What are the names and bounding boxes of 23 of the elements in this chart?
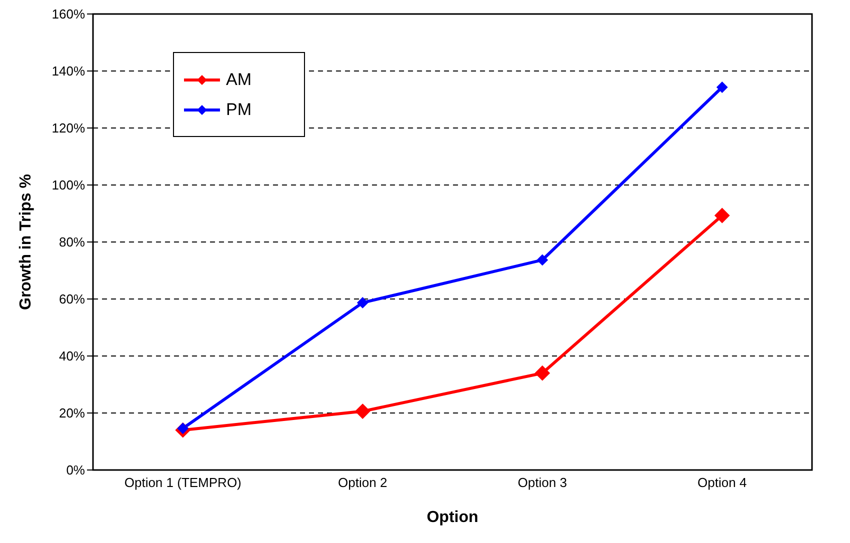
legend-label: AM	[226, 70, 252, 90]
point	[536, 254, 548, 266]
y-tick-label: 160%	[52, 6, 86, 22]
point	[714, 208, 730, 223]
point	[357, 297, 368, 308]
x-tick-label: Option 4	[698, 475, 747, 490]
x-tick-label: Option 2	[338, 475, 388, 490]
y-tick-label: 140%	[52, 64, 86, 79]
y-tick-label: 100%	[52, 178, 86, 193]
point	[534, 366, 550, 381]
point	[716, 82, 728, 93]
y-axis-title: Growth in Trips %	[18, 174, 35, 310]
x-tick-label: Option 3	[518, 475, 567, 490]
y-tick-label: 0%	[66, 462, 86, 478]
x-tick-label: Option 1 (TEMPRO)	[124, 475, 242, 490]
y-tick-label: 60%	[58, 292, 86, 307]
y-tick-label: 20%	[58, 406, 86, 421]
point	[355, 404, 370, 419]
y-tick-label: 40%	[58, 348, 86, 364]
y-tick-label: 120%	[52, 120, 86, 136]
y-tick-label: 80%	[58, 234, 86, 250]
x-axis-title: Option	[426, 509, 478, 526]
legend-label: PM	[226, 100, 252, 120]
